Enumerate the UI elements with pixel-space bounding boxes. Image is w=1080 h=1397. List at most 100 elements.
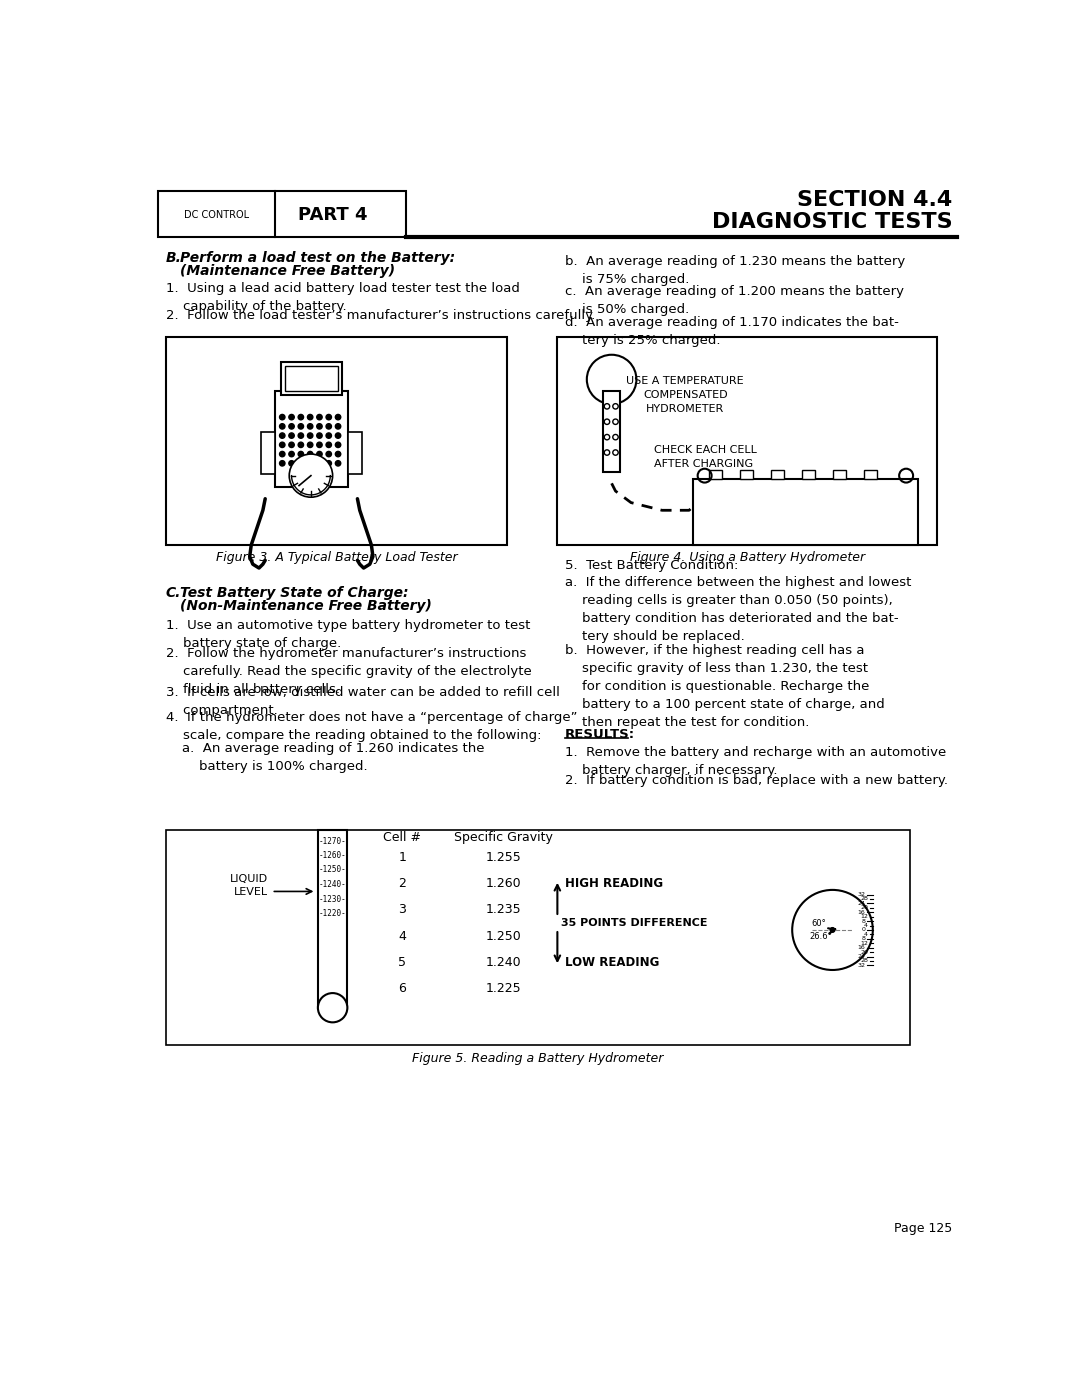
Text: d.  An average reading of 1.170 indicates the bat-
    tery is 25% charged.: d. An average reading of 1.170 indicates… <box>565 316 899 348</box>
Text: LOW READING: LOW READING <box>565 956 660 968</box>
Text: -1220-: -1220- <box>319 909 347 918</box>
Text: 3: 3 <box>399 904 406 916</box>
Circle shape <box>335 415 341 420</box>
Text: C.: C. <box>166 585 181 599</box>
Circle shape <box>326 461 332 467</box>
Bar <box>708 471 723 479</box>
Text: Cell #: Cell # <box>383 831 421 844</box>
Text: 1.255: 1.255 <box>485 851 521 865</box>
Text: -1240-: -1240- <box>319 880 347 888</box>
Circle shape <box>326 451 332 457</box>
Bar <box>318 830 348 1007</box>
Circle shape <box>831 928 835 932</box>
Text: 24: 24 <box>858 954 865 958</box>
Text: CHECK EACH CELL
AFTER CHARGING: CHECK EACH CELL AFTER CHARGING <box>654 444 757 469</box>
Circle shape <box>308 441 313 447</box>
Bar <box>833 471 847 479</box>
Circle shape <box>288 433 294 439</box>
Text: 28: 28 <box>861 897 868 901</box>
Text: Perform a load test on the Battery:: Perform a load test on the Battery: <box>180 251 455 265</box>
Circle shape <box>335 451 341 457</box>
Bar <box>348 432 362 474</box>
Text: 20: 20 <box>861 950 868 954</box>
Circle shape <box>326 433 332 439</box>
Circle shape <box>280 423 285 429</box>
Circle shape <box>326 423 332 429</box>
Bar <box>740 471 754 479</box>
Bar <box>159 191 406 237</box>
Circle shape <box>318 993 348 1023</box>
Circle shape <box>316 461 322 467</box>
Text: a.  An average reading of 1.260 indicates the
    battery is 100% charged.: a. An average reading of 1.260 indicates… <box>181 742 484 773</box>
Circle shape <box>335 461 341 467</box>
Circle shape <box>308 451 313 457</box>
Text: LIQUID
LEVEL: LIQUID LEVEL <box>229 873 268 897</box>
Circle shape <box>298 451 303 457</box>
Circle shape <box>316 423 322 429</box>
Bar <box>693 479 918 545</box>
Circle shape <box>280 451 285 457</box>
Text: DC CONTROL: DC CONTROL <box>184 211 248 221</box>
Text: 28: 28 <box>861 958 868 964</box>
Bar <box>770 471 784 479</box>
Text: Figure 5. Reading a Battery Hydrometer: Figure 5. Reading a Battery Hydrometer <box>413 1052 664 1065</box>
Text: 60°: 60° <box>811 919 826 928</box>
Text: 2.  Follow the load tester’s manufacturer’s instructions carefully.: 2. Follow the load tester’s manufacturer… <box>166 309 595 321</box>
Text: 1.260: 1.260 <box>485 877 521 890</box>
Text: 1.235: 1.235 <box>485 904 521 916</box>
Circle shape <box>298 461 303 467</box>
Text: 2.  Follow the hydrometer manufacturer’s instructions
    carefully. Read the sp: 2. Follow the hydrometer manufacturer’s … <box>166 647 531 696</box>
Text: 5.  Test Battery Condition:: 5. Test Battery Condition: <box>565 559 739 571</box>
Text: SECTION 4.4: SECTION 4.4 <box>797 190 953 210</box>
Text: 32: 32 <box>858 963 865 968</box>
Bar <box>603 391 620 472</box>
Text: 2: 2 <box>399 877 406 890</box>
Text: -1250-: -1250- <box>319 865 347 875</box>
Text: 2.  If battery condition is bad, replace with a new battery.: 2. If battery condition is bad, replace … <box>565 774 948 788</box>
Text: 16: 16 <box>858 909 865 915</box>
Text: 8: 8 <box>861 919 865 923</box>
Text: 1.225: 1.225 <box>485 982 521 995</box>
Text: 4: 4 <box>864 932 868 937</box>
Circle shape <box>298 423 303 429</box>
Circle shape <box>316 441 322 447</box>
Text: Page 125: Page 125 <box>894 1222 953 1235</box>
Circle shape <box>288 461 294 467</box>
Bar <box>284 366 338 391</box>
Bar <box>801 471 815 479</box>
Text: -1260-: -1260- <box>319 851 347 859</box>
Text: DIAGNOSTIC TESTS: DIAGNOSTIC TESTS <box>712 211 953 232</box>
Circle shape <box>288 451 294 457</box>
Text: 32: 32 <box>858 893 865 897</box>
Circle shape <box>280 415 285 420</box>
Text: 4: 4 <box>399 929 406 943</box>
Text: 16: 16 <box>858 946 865 950</box>
Text: 1.  Using a lead acid battery load tester test the load
    capability of the ba: 1. Using a lead acid battery load tester… <box>166 282 519 313</box>
Text: -1270-: -1270- <box>319 837 347 847</box>
Text: 4: 4 <box>864 923 868 928</box>
Text: 20: 20 <box>861 905 868 911</box>
Text: Figure 3. A Typical Battery Load Tester: Figure 3. A Typical Battery Load Tester <box>216 550 457 564</box>
Text: 5: 5 <box>399 956 406 968</box>
Text: b.  However, if the highest reading cell has a
    specific gravity of less than: b. However, if the highest reading cell … <box>565 644 885 728</box>
Circle shape <box>308 415 313 420</box>
Circle shape <box>326 441 332 447</box>
Text: 1.240: 1.240 <box>485 956 521 968</box>
Text: -1230-: -1230- <box>319 894 347 904</box>
Circle shape <box>308 433 313 439</box>
Text: 3.  If cells are low, distilled water can be added to refill cell
    compartmen: 3. If cells are low, distilled water can… <box>166 686 559 717</box>
Circle shape <box>298 441 303 447</box>
Text: Specific Gravity: Specific Gravity <box>454 831 553 844</box>
Circle shape <box>316 433 322 439</box>
Circle shape <box>280 441 285 447</box>
Text: 0: 0 <box>861 928 865 932</box>
Text: 24: 24 <box>858 901 865 905</box>
Text: c.  An average reading of 1.200 means the battery
    is 50% charged.: c. An average reading of 1.200 means the… <box>565 285 904 317</box>
Text: RESULTS:: RESULTS: <box>565 728 635 742</box>
Circle shape <box>335 423 341 429</box>
Circle shape <box>288 441 294 447</box>
Text: 1.250: 1.250 <box>485 929 521 943</box>
Circle shape <box>280 433 285 439</box>
Circle shape <box>288 423 294 429</box>
Text: USE A TEMPERATURE
COMPENSATED
HYDROMETER: USE A TEMPERATURE COMPENSATED HYDROMETER <box>626 376 744 414</box>
